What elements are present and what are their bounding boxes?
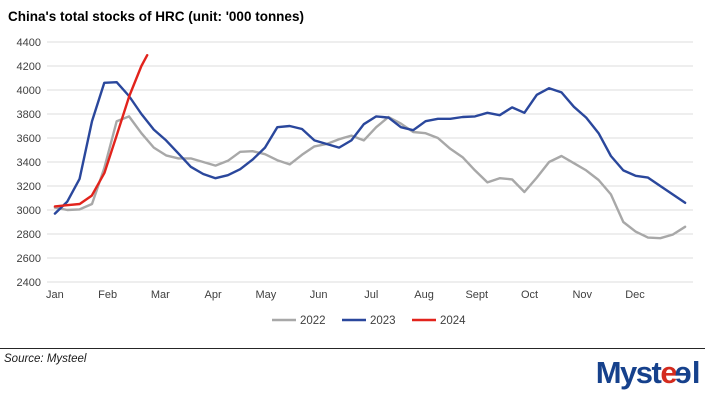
x-axis-tick-label: Feb xyxy=(98,289,117,301)
source-note: Source: Mysteel xyxy=(4,353,87,365)
x-axis-tick-label: Dec xyxy=(625,289,645,301)
hrc-stocks-chart: 4400 4200 4000 3800 3600 3400 3200 3000 2800 2600… xyxy=(17,37,693,327)
chart-area: 4400 4200 4000 3800 3600 3400 3200 3000 2800 2600… xyxy=(0,31,705,338)
x-axis-tick-label: Jun xyxy=(310,289,328,301)
series-line-2024 xyxy=(53,54,149,208)
y-axis-tick-label: 3600 xyxy=(17,133,41,145)
y-axis-tick-label: 4400 xyxy=(17,37,41,49)
series-line-2022 xyxy=(53,115,687,240)
y-axis-tick-label: 2800 xyxy=(17,229,41,241)
x-axis-tick-label: Jul xyxy=(364,289,378,301)
x-axis-tick-label: Oct xyxy=(521,289,538,301)
y-axis-tick-label: 3800 xyxy=(17,109,41,121)
y-axis-tick-label: 2400 xyxy=(17,277,41,289)
y-axis-tick-label: 2600 xyxy=(17,253,41,265)
logo-e-red: e xyxy=(660,355,677,390)
logo-text-l: l xyxy=(691,355,701,390)
x-axis-tick-label: Mar xyxy=(151,289,170,301)
y-axis-tick-label: 3000 xyxy=(17,205,41,217)
x-axis-tick-label: Aug xyxy=(414,289,434,301)
chart-title: China's total stocks of HRC (unit: '000 … xyxy=(8,9,304,24)
x-axis-tick-label: Apr xyxy=(205,289,222,301)
logo-text-myst: Myst xyxy=(595,355,662,390)
x-axis-tick-label: Nov xyxy=(572,289,592,301)
y-axis-tick-label: 4200 xyxy=(17,61,41,73)
x-axis-tick-label: Jan xyxy=(46,289,64,301)
x-axis-tick-label: Sept xyxy=(465,289,488,301)
logo-e-mirrored: e xyxy=(676,355,692,390)
y-axis-tick-label: 3200 xyxy=(17,181,41,193)
series-line-2023 xyxy=(53,81,687,215)
legend-label-2023: 2023 xyxy=(370,315,396,327)
legend-label-2024: 2024 xyxy=(440,315,466,327)
x-axis-tick-label: May xyxy=(255,289,276,301)
footer: Source: Mysteel Mysteel xyxy=(0,348,705,400)
mysteel-logo: Mysteel xyxy=(595,355,701,391)
y-axis-tick-label: 4000 xyxy=(17,85,41,97)
legend-label-2022: 2022 xyxy=(300,315,326,327)
y-axis-tick-label: 3400 xyxy=(17,157,41,169)
